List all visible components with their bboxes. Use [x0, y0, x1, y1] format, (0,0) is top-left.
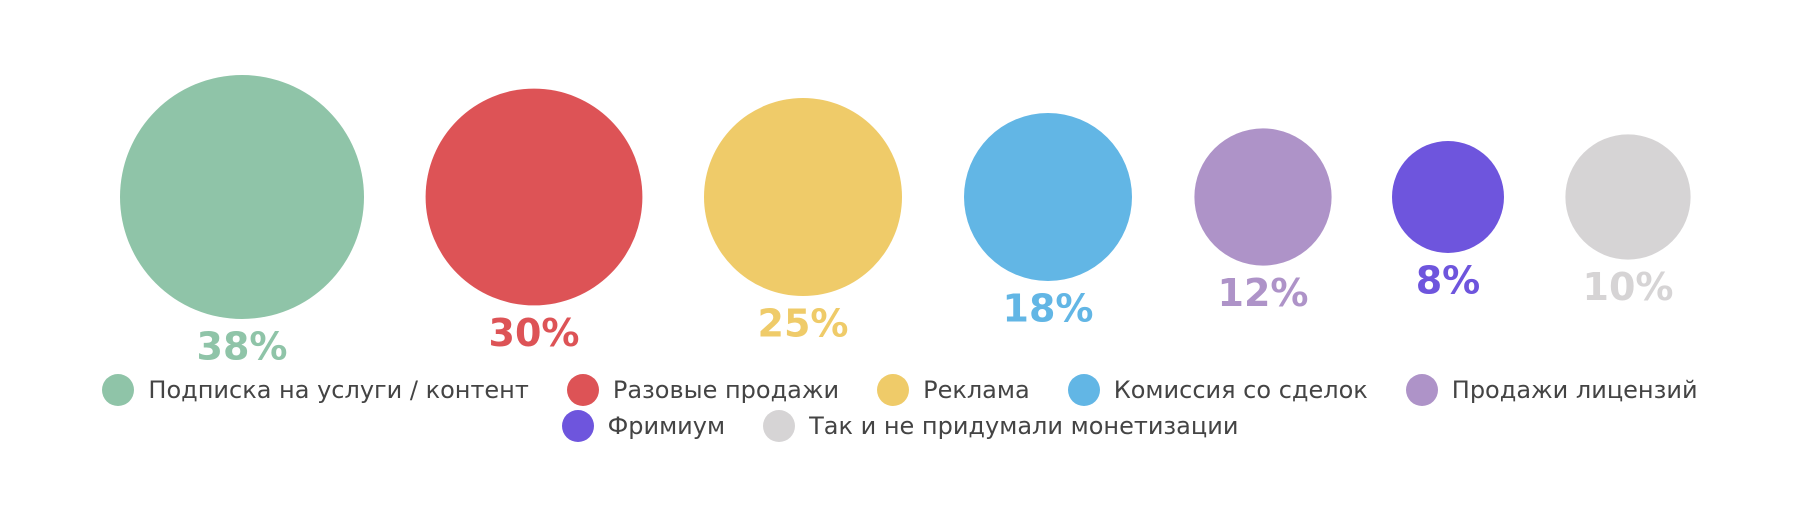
- bubble-5: [1194, 128, 1332, 266]
- bubble-7: [1565, 134, 1691, 260]
- bubble-1: [120, 75, 364, 319]
- legend-row-2: Фримиум Так и не придумали монетизации: [0, 410, 1800, 442]
- value-label-3: 25%: [758, 302, 849, 346]
- legend-swatch-5: [1405, 374, 1438, 406]
- value-label-4: 18%: [1003, 287, 1094, 331]
- legend-item-1: Подписка на услуги / контент: [102, 374, 529, 406]
- legend-item-6: Фримиум: [561, 410, 726, 442]
- legend-row-1: Подписка на услуги / контент Разовые прод…: [0, 374, 1800, 406]
- legend-swatch-6: [561, 410, 594, 442]
- legend-label-6: Фримиум: [607, 412, 726, 440]
- legend-label-3: Реклама: [923, 376, 1030, 404]
- legend-label-4: Комиссия со сделок: [1113, 376, 1368, 404]
- legend-item-7: Так и не придумали монетизации: [763, 410, 1238, 442]
- legend-label-1: Подписка на услуги / контент: [148, 376, 529, 404]
- legend-item-2: Разовые продажи: [566, 374, 840, 406]
- bubble-6: [1392, 141, 1504, 253]
- bubble-3: [704, 98, 902, 296]
- legend-swatch-2: [566, 374, 599, 406]
- value-label-6: 8%: [1416, 259, 1481, 303]
- legend-item-4: Комиссия со сделок: [1067, 374, 1368, 406]
- legend-item-3: Реклама: [877, 374, 1030, 406]
- legend-swatch-3: [877, 374, 910, 406]
- bubble-4: [964, 113, 1132, 281]
- value-label-2: 30%: [489, 311, 580, 355]
- value-label-1: 38%: [197, 325, 288, 369]
- legend-swatch-7: [763, 410, 796, 442]
- legend-item-5: Продажи лицензий: [1405, 374, 1698, 406]
- value-label-5: 12%: [1218, 271, 1309, 315]
- legend-label-7: Так и не придумали монетизации: [809, 412, 1239, 440]
- legend-label-5: Продажи лицензий: [1451, 376, 1698, 404]
- legend-label-2: Разовые продажи: [612, 376, 840, 404]
- legend-swatch-1: [102, 374, 135, 406]
- value-label-7: 10%: [1583, 265, 1674, 309]
- bubble-2: [425, 88, 643, 306]
- legend-swatch-4: [1067, 374, 1100, 406]
